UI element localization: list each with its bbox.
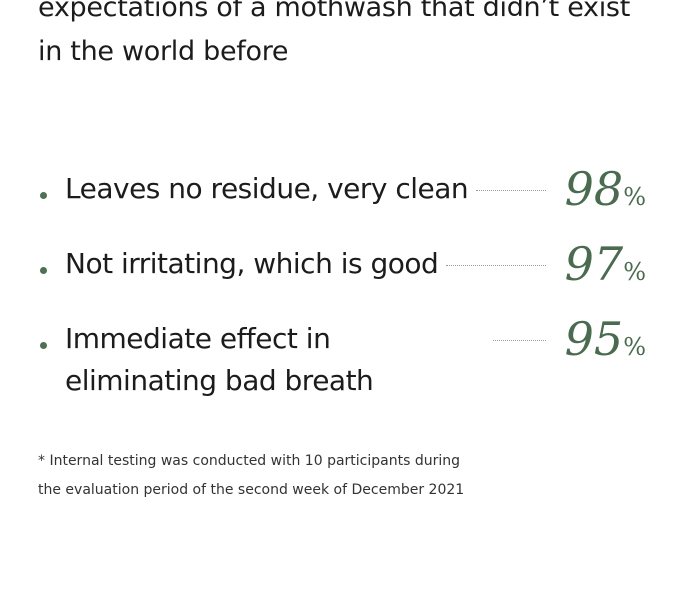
leader-dots bbox=[446, 265, 546, 266]
result-list: Leaves no residue, very clean 98% Not ir… bbox=[36, 166, 646, 424]
result-text: Leaves no residue, very clean bbox=[65, 172, 469, 205]
percentage-unit: % bbox=[623, 258, 646, 286]
percentage: 97% bbox=[558, 241, 646, 296]
footnote: * Internal testing was conducted with 10… bbox=[38, 447, 464, 505]
bullet bbox=[40, 192, 47, 199]
percentage: 98% bbox=[558, 166, 646, 221]
percentage-unit: % bbox=[623, 333, 646, 361]
percentage-unit: % bbox=[623, 183, 646, 211]
percentage-value: 95 bbox=[564, 312, 624, 366]
leader-dots bbox=[493, 340, 546, 341]
footnote-line: * Internal testing was conducted with 10… bbox=[38, 453, 460, 469]
result-text: Not irritating, which is good bbox=[65, 247, 439, 280]
heading-line: in the world before bbox=[38, 36, 289, 67]
percentage-value: 98 bbox=[564, 162, 624, 216]
percentage-value: 97 bbox=[564, 237, 624, 291]
footnote-line: the evaluation period of the second week… bbox=[38, 482, 465, 498]
result-item: Leaves no residue, very clean 98% bbox=[36, 166, 646, 221]
result-item: Immediate effect in eliminating bad brea… bbox=[36, 316, 646, 402]
leader-dots bbox=[476, 190, 546, 191]
result-text: Immediate effect in eliminating bad brea… bbox=[65, 322, 374, 397]
heading-line: expectations of a mothwash that didn’t e… bbox=[38, 0, 630, 23]
percentage: 95% bbox=[558, 316, 646, 371]
heading: expectations of a mothwash that didn’t e… bbox=[38, 0, 630, 74]
result-item: Not irritating, which is good 97% bbox=[36, 241, 646, 296]
bullet bbox=[40, 342, 47, 349]
bullet bbox=[40, 267, 47, 274]
